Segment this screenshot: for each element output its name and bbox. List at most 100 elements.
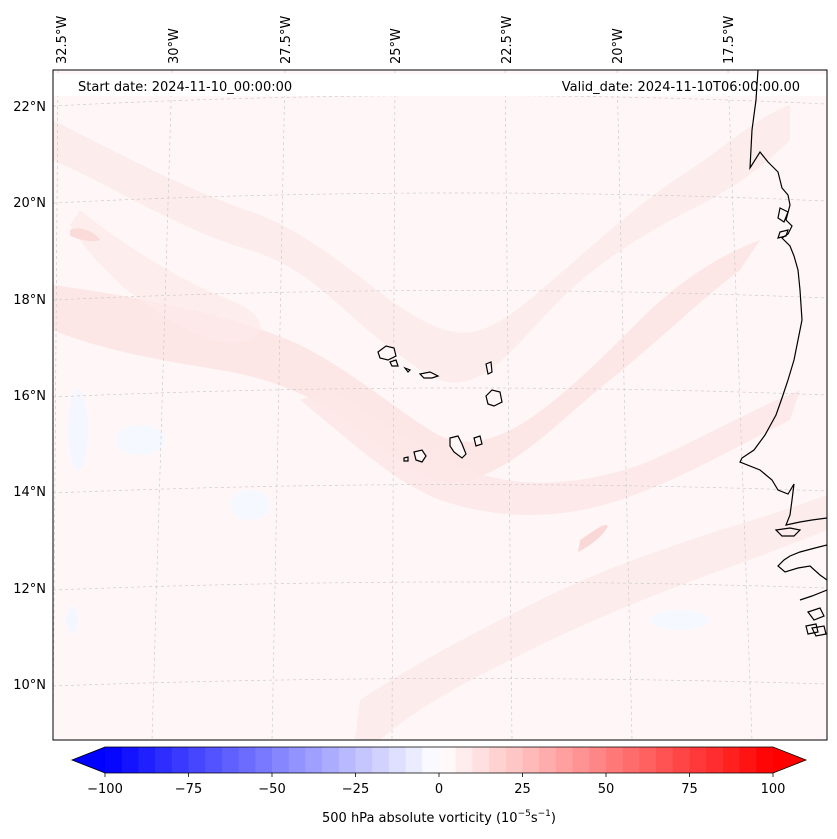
header-strip [53, 74, 827, 96]
colorbar-segment [639, 747, 657, 773]
island-sao-nicolau [418, 371, 440, 379]
vorticity-blob-1 [578, 524, 608, 552]
colorbar-label-end: ) [551, 811, 556, 826]
parallel-10n [53, 678, 827, 687]
parallel-14n [53, 484, 827, 494]
colorbar-ticks [104, 773, 774, 777]
colorbar-label-exp2: −1 [538, 809, 551, 819]
meridian-17-5w [727, 70, 753, 740]
cape-verde-islands [377, 345, 503, 463]
colorbar-segment [756, 747, 774, 773]
colorbar-segment [121, 747, 139, 773]
island-fogo [413, 449, 427, 463]
island-boa-vista [485, 389, 503, 407]
cb-tick-label: 100 [761, 782, 786, 797]
coast-bissau [799, 589, 827, 601]
vorticity-negative-4 [66, 606, 78, 634]
lat-label-22n: 22°N [13, 100, 46, 115]
parallel-12n [53, 581, 827, 591]
island-santiago [449, 435, 467, 459]
cb-tick-label: −100 [87, 782, 123, 797]
colorbar-segment [305, 747, 323, 773]
coast-islands-2 [805, 623, 819, 635]
vorticity-band-middle [53, 240, 760, 482]
parallel-16n [53, 387, 827, 398]
map-panel: Start date: 2024-11-10_00:00:00 Valid_da… [53, 70, 827, 740]
colorbar-segment [739, 747, 757, 773]
lat-label-18n: 18°N [13, 293, 46, 308]
colorbar-segment [706, 747, 724, 773]
cb-tick-label: 25 [514, 782, 531, 797]
meridian-32-5w [53, 70, 59, 740]
cb-tick-label: 0 [435, 782, 443, 797]
longitude-labels: 32.5°W 30°W 27.5°W 25°W 22.5°W 20°W 17.5… [55, 16, 737, 64]
colorbar-label-mid: s [531, 811, 538, 826]
colorbar-segment [439, 747, 457, 773]
lat-label-20n: 20°N [13, 196, 46, 211]
coastlines [739, 70, 827, 637]
colorbar-segment [622, 747, 640, 773]
colorbar-segment [188, 747, 206, 773]
lon-label-20w: 20°W [611, 28, 626, 64]
vorticity-band-south [300, 390, 800, 515]
vorticity-band-north [53, 105, 790, 383]
vorticity-negative-5 [650, 610, 710, 630]
parallel-18n [53, 290, 827, 301]
island-sal [485, 361, 493, 375]
cb-tick-label: 75 [681, 782, 698, 797]
colorbar-segment [572, 747, 590, 773]
lat-label-16n: 16°N [13, 389, 46, 404]
colorbar-segment [205, 747, 223, 773]
cb-tick-label: −75 [175, 782, 202, 797]
island-brava [403, 456, 409, 462]
start-date-text: Start date: 2024-11-10_00:00:00 [78, 80, 292, 95]
graticule [53, 70, 827, 740]
vorticity-band-west [70, 210, 261, 343]
colorbar-segment [455, 747, 473, 773]
island-sao-vicente [389, 359, 399, 367]
colorbar-segment [689, 747, 707, 773]
colorbar-segment [472, 747, 490, 773]
colorbar-segment [372, 747, 390, 773]
island-maio [473, 435, 483, 447]
colorbar-segment [338, 747, 356, 773]
colorbar-segment [388, 747, 407, 773]
colorbar-segment [355, 747, 373, 773]
map-frame [52, 69, 828, 741]
coast-bay-1 [777, 207, 789, 223]
colorbar-segment [405, 747, 423, 773]
colorbar-segment [155, 747, 173, 773]
parallel-20n [53, 192, 827, 204]
latitude-labels: 22°N 20°N 18°N 16°N 14°N 12°N 10°N [13, 100, 46, 693]
colorbar-segment [422, 747, 440, 773]
colorbar-segment [656, 747, 674, 773]
valid-date-text: Valid_date: 2024-11-10T06:00:00.00 [562, 80, 800, 95]
lon-label-25w: 25°W [389, 28, 404, 64]
colorbar-tick-labels: −100 −75 −50 −25 0 25 50 75 100 [87, 782, 785, 797]
island-santo-antao [377, 345, 397, 361]
meridian-20w [616, 70, 633, 740]
colorbar-high-arrow [773, 747, 806, 773]
colorbar-segment [555, 747, 574, 773]
colorbar-label: 500 hPa absolute vorticity (10−5s−1) [322, 809, 556, 826]
colorbar-label-main: 500 hPa absolute vorticity (10 [322, 811, 518, 826]
colorbar-segments [105, 747, 774, 773]
colorbar-segment [221, 747, 240, 773]
lon-label-30w: 30°W [167, 28, 182, 64]
island-santa-luzia [403, 366, 412, 373]
colorbar-segment [522, 747, 540, 773]
colorbar-segment [105, 747, 123, 773]
coast-islands-1 [807, 607, 825, 621]
meridian-25w [391, 70, 396, 740]
vorticity-blob-2 [70, 228, 100, 242]
colorbar: −100 −75 −50 −25 0 25 50 75 100 500 hPa … [70, 746, 808, 826]
colorbar-segment [238, 747, 256, 773]
colorbar-segment [322, 747, 340, 773]
colorbar-segment [288, 747, 306, 773]
colorbar-segment [672, 747, 690, 773]
colorbar-segment [722, 747, 741, 773]
colorbar-segment [171, 747, 189, 773]
coast-islands-3 [811, 625, 827, 637]
colorbar-segment [539, 747, 557, 773]
